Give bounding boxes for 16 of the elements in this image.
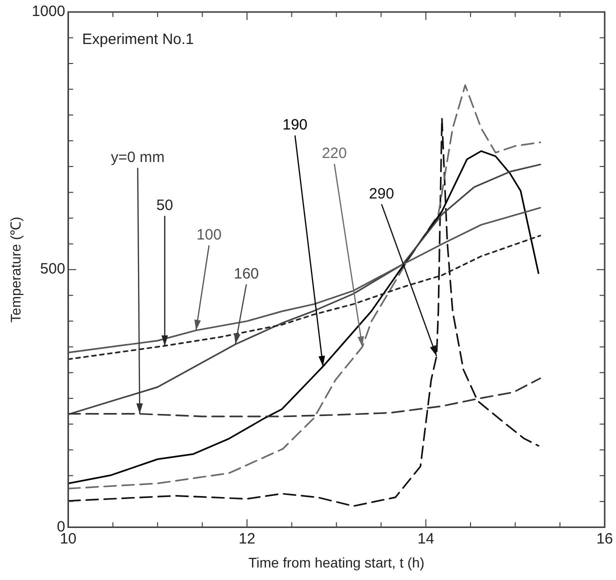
text: 100 (196, 226, 222, 244)
x-tick-label: 10 (60, 530, 77, 548)
y-axis-title: Temperature (℃) (7, 216, 24, 323)
text: 160 (234, 265, 259, 282)
text: 290 (369, 185, 394, 202)
text: y=0 mm (110, 148, 165, 166)
y-tick-label: 1000 (32, 3, 66, 20)
text: 220 (322, 145, 347, 162)
y-tick-label: 500 (40, 260, 66, 278)
text: 190 (282, 116, 308, 134)
annotation: Experiment No.1 (82, 31, 194, 48)
x-tick-label: 12 (238, 530, 256, 548)
x-tick-label: 14 (417, 530, 434, 548)
x-tick-label: 16 (596, 530, 613, 548)
x-axis-title: Time from heating start, t (h) (248, 554, 424, 570)
text: 50 (156, 196, 174, 214)
